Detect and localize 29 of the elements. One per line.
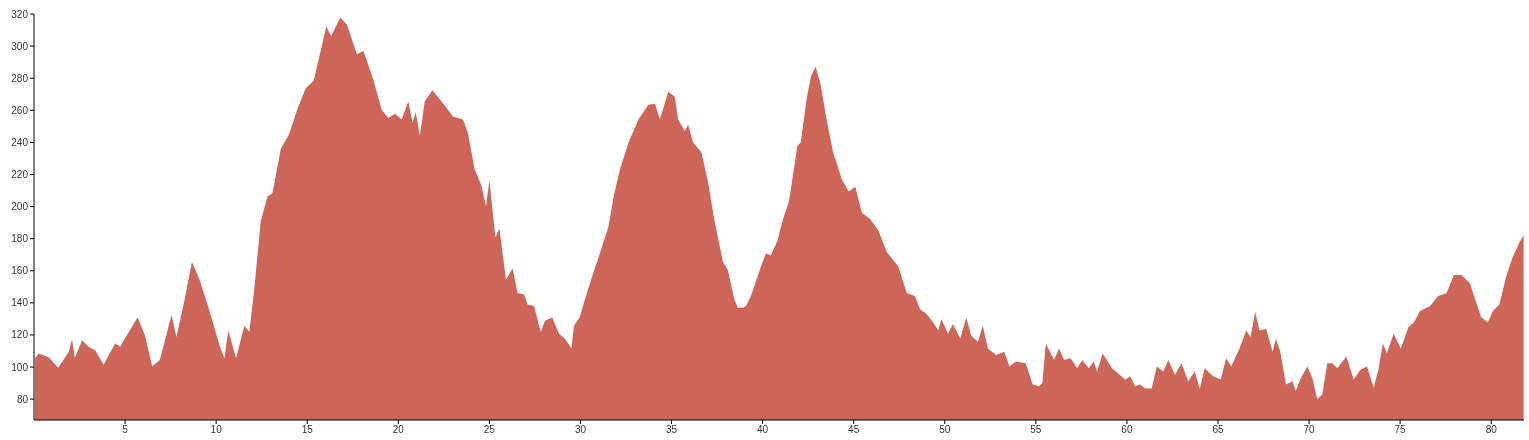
x-tick-label: 10 — [210, 424, 223, 436]
y-tick-label: 320 — [11, 8, 29, 20]
y-tick-label: 240 — [11, 136, 29, 148]
x-tick-label: 70 — [1303, 424, 1316, 436]
x-tick-label: 20 — [392, 424, 405, 436]
x-tick-label: 45 — [848, 424, 860, 436]
x-tick-label: 15 — [301, 424, 314, 436]
x-tick-label: 65 — [1212, 424, 1224, 436]
y-tick-label: 120 — [11, 329, 29, 341]
y-tick-label: 180 — [11, 233, 29, 245]
x-tick-label: 5 — [122, 424, 129, 436]
y-tick-label: 260 — [11, 104, 29, 116]
x-tick-label: 35 — [665, 424, 678, 436]
y-tick-label: 220 — [11, 169, 29, 181]
x-tick-label: 80 — [1485, 424, 1498, 436]
x-tick-label: 60 — [1121, 424, 1133, 436]
y-tick-label: 140 — [11, 297, 29, 309]
y-tick-label: 160 — [11, 265, 29, 277]
x-tick-label: 40 — [757, 424, 769, 436]
y-tick-label: 280 — [11, 72, 29, 84]
x-tick-label: 75 — [1394, 424, 1407, 436]
x-tick-label: 30 — [574, 424, 587, 436]
x-tick-label: 55 — [1030, 424, 1042, 436]
y-tick-label: 300 — [11, 40, 29, 52]
y-tick-label: 80 — [16, 393, 29, 405]
y-tick-label: 100 — [11, 361, 29, 373]
x-tick-label: 25 — [483, 424, 496, 436]
y-tick-label: 200 — [11, 201, 29, 213]
x-tick-label: 50 — [939, 424, 951, 436]
